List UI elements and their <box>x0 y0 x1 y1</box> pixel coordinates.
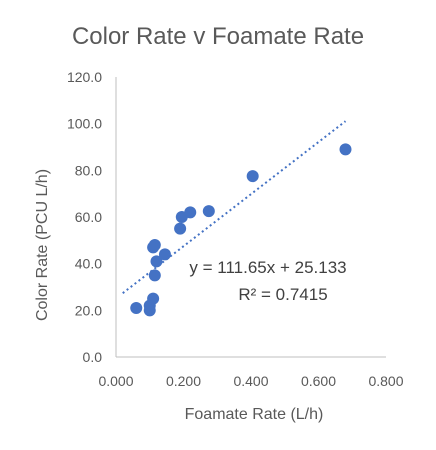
data-point <box>147 292 160 305</box>
data-point <box>143 304 156 317</box>
y-axis-title: Color Rate (PCU L/h) <box>34 169 51 321</box>
data-point <box>246 170 259 183</box>
y-tick-label: 80.0 <box>75 162 102 178</box>
data-point <box>158 248 171 261</box>
trendline-equation: y = 111.65x + 25.133 <box>189 258 346 277</box>
data-point <box>150 255 163 268</box>
data-point <box>202 205 215 218</box>
data-point <box>130 302 143 314</box>
x-tick-label: 0.600 <box>301 373 336 389</box>
x-tick-label: 0.800 <box>368 373 403 389</box>
x-tick-label: 0.000 <box>98 373 133 389</box>
data-point <box>339 143 352 156</box>
trendline-r-squared: R² = 0.7415 <box>238 285 327 304</box>
x-tick-label: 0.200 <box>166 373 201 389</box>
y-tick-label: 0.0 <box>83 349 103 365</box>
y-tick-label: 60.0 <box>75 209 102 225</box>
x-axis-ticks: 0.000 0.200 0.400 0.600 0.800 <box>98 373 403 389</box>
y-tick-label: 120.0 <box>67 69 102 85</box>
chart-title: Color Rate v Foamate Rate <box>72 23 364 50</box>
x-axis-title: Foamate Rate (L/h) <box>185 406 324 423</box>
y-tick-label: 20.0 <box>75 302 102 318</box>
data-point <box>148 269 161 282</box>
data-point <box>148 239 161 251</box>
data-point <box>184 206 197 219</box>
y-tick-label: 40.0 <box>75 256 102 272</box>
y-axis-ticks: 0.0 20.0 40.0 60.0 80.0 100.0 120.0 <box>67 69 102 365</box>
data-point <box>174 222 187 235</box>
x-tick-label: 0.400 <box>233 373 268 389</box>
y-tick-label: 100.0 <box>67 116 102 132</box>
data-points <box>130 143 352 317</box>
